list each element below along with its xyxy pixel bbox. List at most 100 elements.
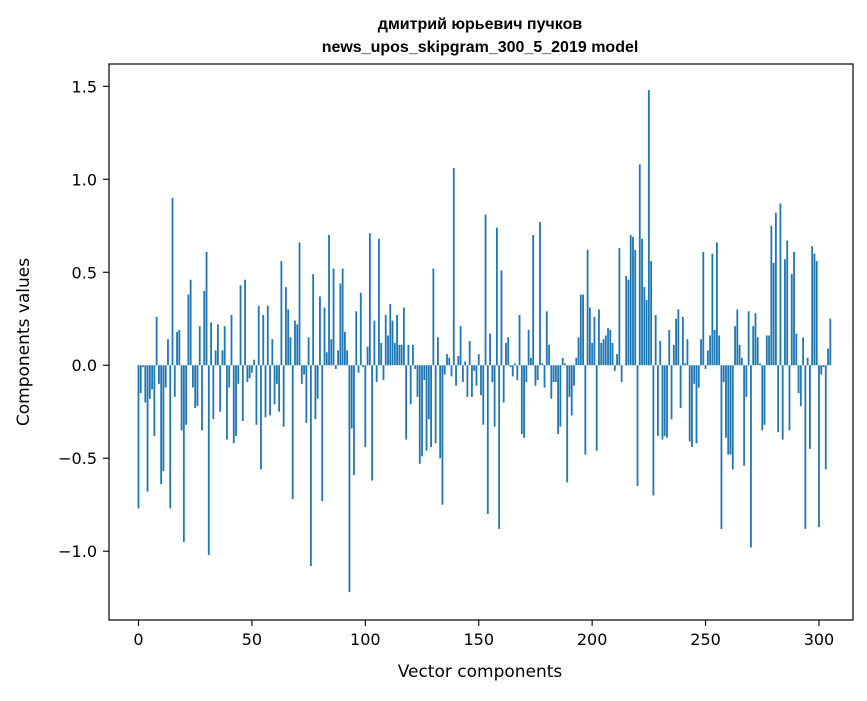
bar-269 [748,311,750,365]
bar-82 [324,308,326,366]
bar-247 [698,365,700,387]
bar-119 [408,345,410,365]
bar-63 [280,261,282,365]
bar-169 [521,365,523,434]
bar-239 [680,365,682,408]
bar-23 [190,280,192,366]
bar-118 [405,365,407,439]
bar-172 [528,330,530,365]
bar-44 [237,365,239,384]
bar-9 [158,365,160,384]
bar-183 [553,365,555,382]
bar-272 [755,313,757,365]
bar-84 [328,235,330,365]
bar-234 [668,330,670,365]
bar-4 [147,365,149,491]
bar-265 [739,345,741,365]
bar-147 [471,365,473,397]
bar-124 [419,365,421,464]
bar-180 [546,311,548,365]
bar-252 [709,335,711,365]
bar-60 [274,365,276,404]
bar-256 [718,335,720,365]
bar-244 [691,365,693,447]
bar-126 [423,365,425,380]
bar-75 [308,337,310,365]
bar-34 [215,350,217,365]
bar-192 [573,365,575,385]
bar-54 [260,365,262,469]
bar-97 [358,365,360,372]
x-tick-label-150: 150 [463,630,494,649]
bar-208 [609,330,611,365]
bar-94 [351,365,353,428]
bar-122 [414,365,416,369]
bar-165 [512,365,514,376]
x-tick-label-100: 100 [350,630,381,649]
bar-248 [700,339,702,365]
bar-146 [469,341,471,365]
bar-18 [178,330,180,365]
bar-300 [818,365,820,527]
bar-253 [711,254,713,366]
bar-11 [163,365,165,471]
bar-264 [736,309,738,365]
bar-128 [428,365,430,419]
bar-295 [807,358,809,365]
bar-293 [802,337,804,365]
bar-36 [219,365,221,411]
bar-222 [641,239,643,365]
bar-79 [317,365,319,398]
bar-53 [258,306,260,366]
bar-52 [256,365,258,425]
bar-20 [183,365,185,542]
bar-191 [571,365,573,415]
bar-182 [550,365,552,398]
bar-129 [430,365,432,447]
chart-title: дмитрий юрьевич пучков [378,16,583,33]
bar-292 [800,365,802,406]
y-tick-label-3: 0.5 [72,263,97,282]
bar-93 [349,365,351,592]
bar-225 [648,90,650,365]
bar-112 [392,321,394,366]
bar-114 [396,315,398,365]
bar-104 [373,321,375,366]
bar-279 [770,226,772,365]
bar-134 [442,365,444,504]
bar-29 [203,291,205,365]
bar-50 [251,365,253,372]
bar-255 [716,243,718,366]
bar-181 [548,345,550,365]
bar-74 [305,365,307,423]
bar-289 [793,252,795,365]
bar-157 [494,365,496,426]
y-tick-label-0: −1.0 [58,542,97,561]
bar-260 [727,365,729,454]
bar-174 [532,235,534,365]
bar-155 [489,334,491,366]
bar-236 [673,345,675,365]
bar-65 [285,287,287,365]
bar-209 [612,343,614,365]
bar-168 [519,315,521,365]
bar-190 [569,365,571,397]
bar-198 [587,250,589,365]
bar-263 [734,326,736,365]
bar-42 [233,365,235,443]
bar-195 [580,295,582,366]
bar-41 [231,315,233,365]
bar-58 [269,365,271,415]
x-tick-label-0: 0 [133,630,143,649]
bar-96 [355,311,357,365]
bar-78 [315,365,317,419]
bar-150 [478,354,480,365]
bar-294 [804,365,806,529]
bar-120 [410,365,412,404]
bar-89 [339,283,341,365]
bar-261 [730,365,732,454]
bar-232 [664,365,666,436]
bar-144 [464,362,466,366]
bar-40 [228,365,230,387]
bar-131 [435,365,437,443]
